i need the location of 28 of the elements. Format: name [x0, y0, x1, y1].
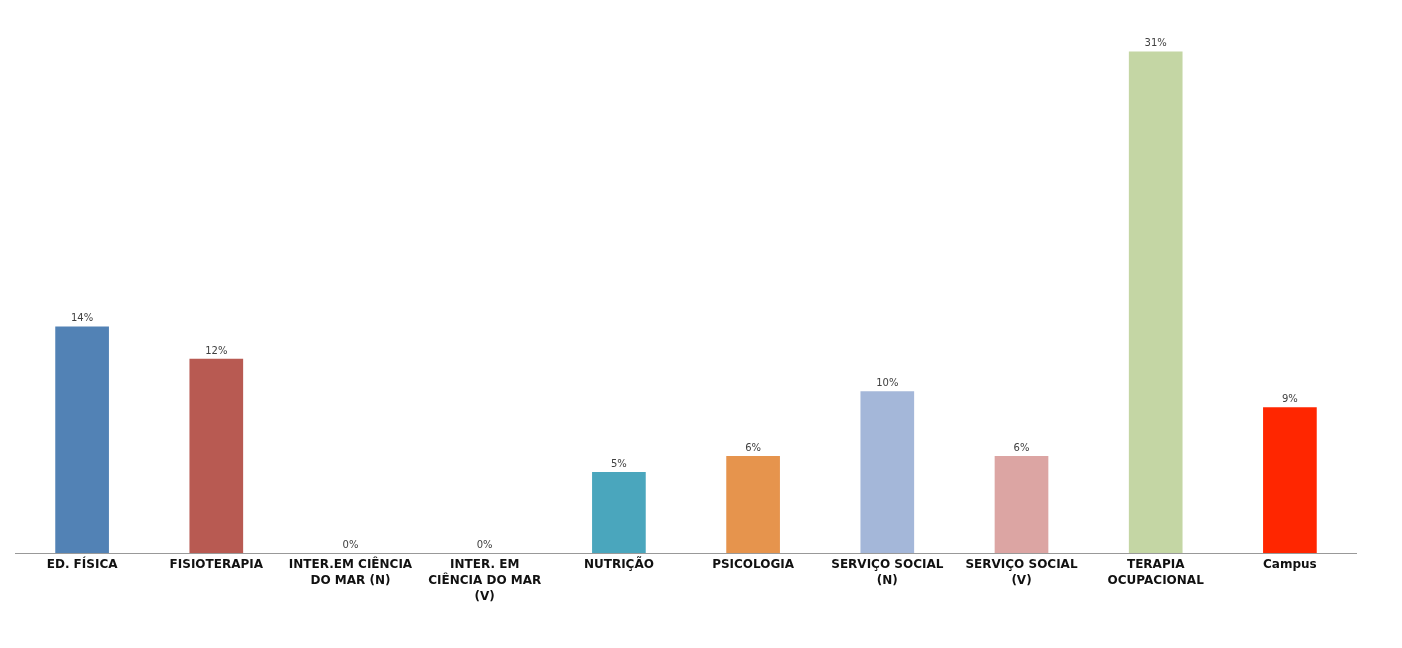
x-tick-label: SERVIÇO SOCIAL (N)	[831, 557, 944, 587]
bar	[592, 472, 646, 553]
data-label: 12%	[205, 344, 228, 356]
bar	[726, 455, 780, 553]
data-label: 6%	[1013, 441, 1030, 453]
x-tick-label: INTER. EM CIÊNCIA DO MAR (V)	[428, 557, 542, 603]
bar	[189, 358, 244, 553]
bar	[1128, 51, 1183, 553]
x-tick-label: TERAPIA OCUPACIONAL	[1107, 557, 1205, 587]
x-tick-label: INTER.EM CIÊNCIA DO MAR (N)	[288, 556, 413, 587]
data-label: 0%	[476, 539, 493, 550]
data-label: 9%	[1281, 393, 1298, 405]
bar	[55, 326, 109, 553]
bar	[994, 455, 1049, 553]
bar	[1263, 407, 1317, 553]
data-label: 0%	[342, 539, 359, 550]
data-label: 5%	[610, 458, 627, 470]
x-tick-label: ED. FÍSICA	[46, 556, 119, 572]
x-tick-label: FISIOTERAPIA	[169, 557, 264, 572]
data-label: 6%	[745, 441, 762, 453]
x-tick-label: NUTRIÇÃO	[583, 556, 654, 572]
x-tick-label: Campus	[1263, 557, 1317, 572]
x-tick-label: PSICOLOGIA	[712, 557, 795, 572]
bar	[860, 391, 915, 553]
data-label: 10%	[876, 377, 899, 389]
data-label: 14%	[70, 312, 94, 324]
x-tick-label: SERVIÇO SOCIAL (V)	[965, 557, 1078, 587]
data-label: 31%	[1144, 37, 1167, 49]
